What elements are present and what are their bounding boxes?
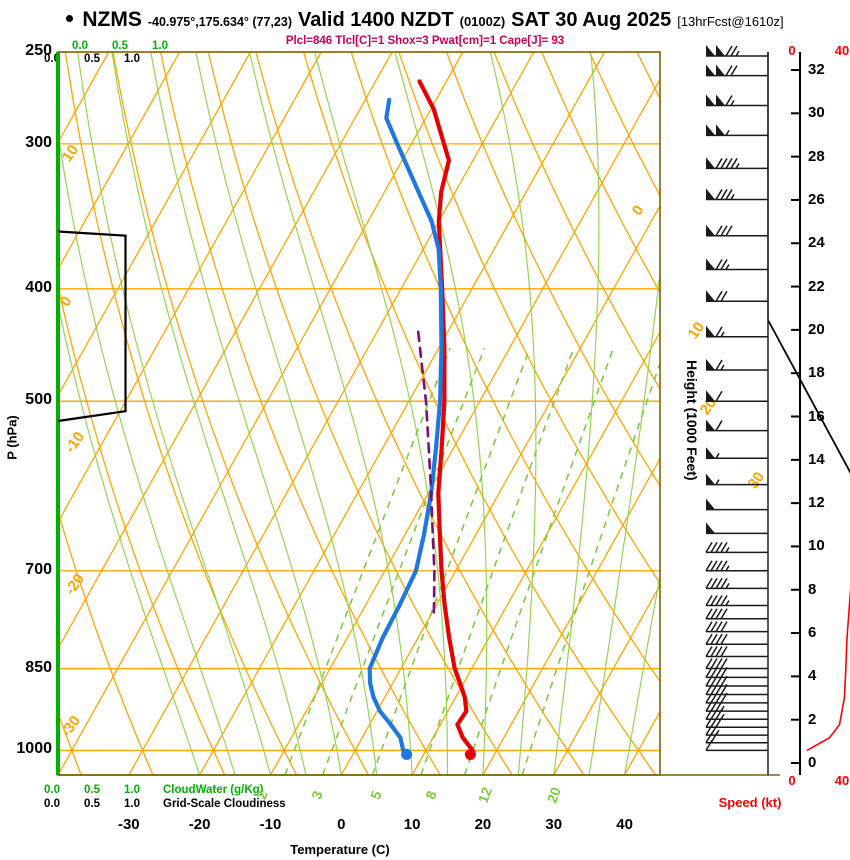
- height-tick-10: 10: [808, 537, 825, 555]
- forecast-run-label: [13hrFcst@1610z]: [677, 14, 784, 29]
- pressure-tick-500: 500: [25, 391, 52, 409]
- pressure-tick-300: 300: [25, 133, 52, 151]
- temperature-tick--30: -30: [117, 816, 140, 833]
- height-tick-16: 16: [808, 407, 825, 425]
- height-tick-14: 14: [808, 450, 825, 468]
- cloudwater-legend-label: CloudWater (g/Kg): [163, 784, 264, 796]
- station-marker-icon: [66, 15, 74, 22]
- cloudwater-bottom-tick-0: 0.0: [44, 784, 60, 796]
- valid-time: Valid 1400 NZDT: [298, 9, 454, 31]
- speed-profile-curve: [806, 586, 850, 752]
- pressure-tick-1000: 1000: [16, 740, 52, 758]
- cloudiness-bottom-tick-2: 1.0: [124, 798, 140, 810]
- background-grid: [58, 52, 660, 775]
- temperature-tick--10: -10: [259, 816, 282, 833]
- height-tick-12: 12: [808, 494, 825, 512]
- height-tick-32: 32: [808, 61, 825, 78]
- sounding-curves: [367, 79, 475, 753]
- height-tick-30: 30: [808, 104, 825, 122]
- height-tick-28: 28: [808, 147, 825, 165]
- stability-indices: Plcl=846 Tlcl[C]=1 Shox=3 Pwat[cm]=1 Cap…: [285, 35, 565, 47]
- cloudwater-bottom-tick-1: 0.5: [84, 784, 100, 796]
- cloudwater-top-tick-0: 0.0: [72, 40, 88, 52]
- temperature-tick--20: -20: [188, 816, 211, 833]
- height-tick-22: 22: [808, 277, 825, 295]
- cloudiness-bottom-tick-0: 0.0: [44, 798, 60, 810]
- height-tick-4: 4: [808, 667, 817, 685]
- cloudiness-curve: [57, 230, 127, 423]
- header: NZMS -40.975°,175.634° (77,23) Valid 140…: [0, 8, 850, 36]
- height-tick-26: 26: [808, 190, 825, 208]
- cloudiness-top-tick-1: 0.5: [84, 53, 100, 65]
- height-tick-24: 24: [808, 234, 825, 252]
- surface-markers: [401, 748, 476, 760]
- speed-tick-0-top: 0: [788, 43, 796, 58]
- temperature-axis-title: Temperature (C): [290, 842, 390, 857]
- height-tick-2: 2: [808, 710, 817, 728]
- pressure-tick-850: 850: [25, 658, 52, 676]
- height-tick-20: 20: [808, 320, 825, 338]
- valid-date: SAT 30 Aug 2025: [511, 9, 672, 31]
- speed-axis-title: Speed (kt): [718, 795, 782, 810]
- temperature-tick-10: 10: [403, 816, 421, 833]
- pressure-tick-700: 700: [25, 560, 52, 578]
- speed-tick-40-bottom: 40: [834, 773, 850, 788]
- temperature-tick-40: 40: [616, 816, 633, 833]
- pressure-tick-400: 400: [25, 278, 52, 296]
- pressure-tick-250: 250: [25, 42, 52, 59]
- cloudwater-top-tick-2: 1.0: [152, 40, 168, 52]
- speed-tick-0-bottom: 0: [788, 773, 796, 788]
- height-tick-0: 0: [808, 754, 817, 771]
- temperature-tick-0: 0: [337, 816, 346, 833]
- height-tick-6: 6: [808, 624, 817, 642]
- cloudwater-top-tick-1: 0.5: [112, 40, 128, 52]
- temperature-tick-20: 20: [474, 816, 492, 833]
- speed-tick-40-top: 40: [834, 43, 850, 58]
- station-coordinates: -40.975°,175.634° (77,23): [147, 15, 292, 29]
- height-axis: [791, 52, 801, 775]
- station-name: NZMS: [82, 8, 142, 31]
- cloudiness-legend-label: Grid-Scale Cloudiness: [163, 798, 286, 810]
- cloudwater-bottom-tick-2: 1.0: [124, 784, 140, 796]
- height-tick-18: 18: [808, 364, 825, 382]
- wind-barb-column: [705, 45, 769, 775]
- cloudiness-bottom-tick-1: 0.5: [84, 798, 100, 810]
- temperature-tick-30: 30: [545, 816, 563, 833]
- valid-time-zulu: (0100Z): [459, 14, 506, 29]
- cloudiness-top-tick-2: 1.0: [124, 53, 140, 65]
- height-tick-8: 8: [808, 580, 817, 598]
